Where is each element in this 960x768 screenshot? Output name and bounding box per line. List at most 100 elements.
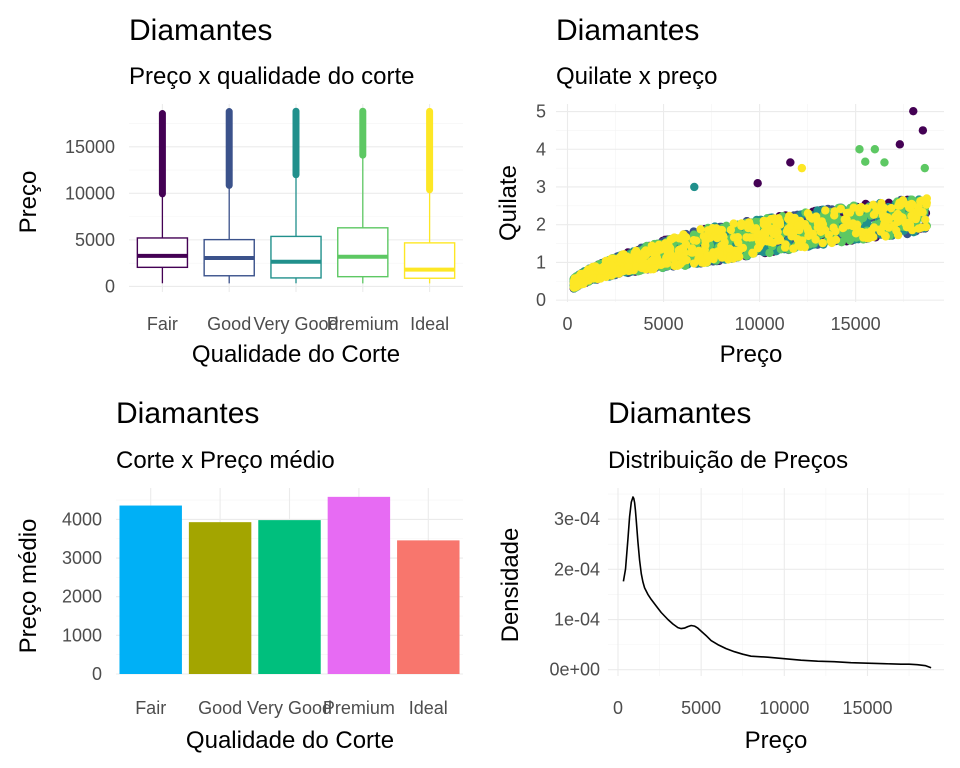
scatter-point	[786, 158, 795, 167]
scatter-point	[900, 199, 909, 208]
box-iqr	[403, 242, 456, 279]
density-x-axis-title: Preço	[745, 727, 808, 754]
y-tick-label: 2000	[62, 587, 102, 607]
bar-subtitle: Corte x Preço médio	[116, 447, 335, 474]
scatter-point	[589, 274, 598, 283]
scatter-point	[726, 225, 736, 235]
scatter-point	[687, 244, 697, 253]
scatter-point	[677, 234, 686, 243]
scatter-point	[849, 203, 858, 212]
scatter-point	[699, 232, 708, 241]
y-tick-label: 15000	[65, 137, 115, 157]
scatter-point	[632, 251, 641, 260]
scatter-point	[818, 238, 827, 248]
scatter-subtitle: Quilate x preço	[556, 63, 717, 90]
density-subtitle: Distribuição de Preços	[608, 447, 848, 474]
boxplot-y-axis-title: Preço	[15, 171, 42, 234]
x-tick-label: Good	[207, 314, 251, 334]
y-tick-label: 2e-04	[554, 559, 600, 579]
density-marks	[622, 496, 932, 669]
bar-y-axis-title: Preço médio	[15, 519, 42, 654]
scatter-point	[596, 274, 605, 283]
scatter-y-axis-title: Quilate	[495, 165, 522, 241]
scatter-point	[609, 254, 618, 263]
bar-marks	[119, 496, 460, 674]
y-tick-label: 3	[536, 177, 546, 197]
scatter-point	[617, 253, 627, 263]
scatter-point	[749, 249, 758, 258]
y-tick-label: 0	[92, 664, 102, 684]
scatter-point	[762, 236, 771, 245]
scatter-point	[737, 221, 746, 231]
scatter-point	[922, 198, 931, 207]
box-iqr	[337, 227, 389, 278]
scatter-point	[697, 257, 706, 266]
x-tick-label: 15000	[842, 698, 892, 718]
y-tick-label: 3000	[62, 548, 102, 568]
scatter-point	[624, 255, 633, 265]
scatter-point	[821, 206, 830, 215]
x-tick-label: 0	[563, 314, 573, 334]
scatter-point	[880, 203, 889, 213]
x-tick-label: Premium	[323, 698, 395, 718]
box-very-good	[270, 107, 322, 284]
y-tick-label: 0	[105, 276, 115, 296]
scatter-point	[908, 225, 917, 235]
scatter-point	[903, 218, 912, 227]
scatter-point	[876, 227, 885, 236]
y-tick-label: 5000	[75, 230, 115, 250]
scatter-point	[651, 243, 661, 252]
bar-y-ticks: 0 1000 2000 3000 4000	[62, 509, 102, 684]
scatter-point	[817, 217, 826, 226]
density-title: Diamantes	[608, 397, 751, 430]
scatter-point	[918, 126, 928, 135]
y-tick-label: 1	[536, 252, 546, 272]
scatter-point	[662, 242, 672, 251]
scatter-point	[797, 163, 807, 173]
scatter-point	[917, 223, 926, 232]
y-tick-label: 5	[536, 102, 546, 122]
scatter-point	[781, 240, 790, 249]
scatter-point	[767, 214, 776, 224]
y-tick-label: 10000	[65, 183, 115, 203]
scatter-point	[895, 215, 905, 224]
scatter-point-cloud	[569, 194, 931, 293]
scatter-point	[857, 227, 866, 237]
scatter-point	[572, 279, 582, 288]
scatter-point	[734, 238, 743, 247]
scatter-point	[893, 230, 903, 240]
x-tick-label: Premium	[327, 314, 399, 334]
scatter-point	[704, 226, 713, 235]
x-tick-label: 15000	[831, 314, 881, 334]
boxplot-marks	[136, 107, 456, 284]
bar-title: Diamantes	[116, 397, 259, 430]
box-ideal	[403, 107, 456, 284]
scatter-point	[742, 233, 751, 242]
scatter-point	[811, 235, 820, 244]
scatter-point	[753, 179, 762, 188]
scatter-point	[793, 221, 803, 230]
scatter-point	[836, 204, 845, 214]
scatter-point	[696, 225, 705, 234]
scatter-point	[632, 262, 641, 271]
scatter-point	[921, 215, 930, 224]
scatter-point	[869, 200, 878, 209]
scatter-point	[887, 203, 896, 213]
x-tick-label: Good	[198, 698, 242, 718]
scatter-point	[855, 145, 864, 154]
scatter-point	[878, 211, 887, 220]
y-tick-label: 0e+00	[549, 660, 600, 680]
scatter-point	[862, 204, 871, 213]
scatter-x-ticks: 0 5000 10000 15000	[563, 314, 881, 334]
density-x-ticks: 0 5000 10000 15000	[613, 698, 893, 718]
box-iqr	[136, 237, 189, 269]
scatter-point	[759, 220, 768, 229]
y-tick-label: 1000	[62, 625, 102, 645]
scatter-point	[793, 235, 802, 244]
scatter-point	[714, 225, 723, 235]
y-tick-label: 4000	[62, 509, 102, 529]
scatter-point	[765, 248, 774, 258]
scatter-point	[744, 223, 753, 233]
